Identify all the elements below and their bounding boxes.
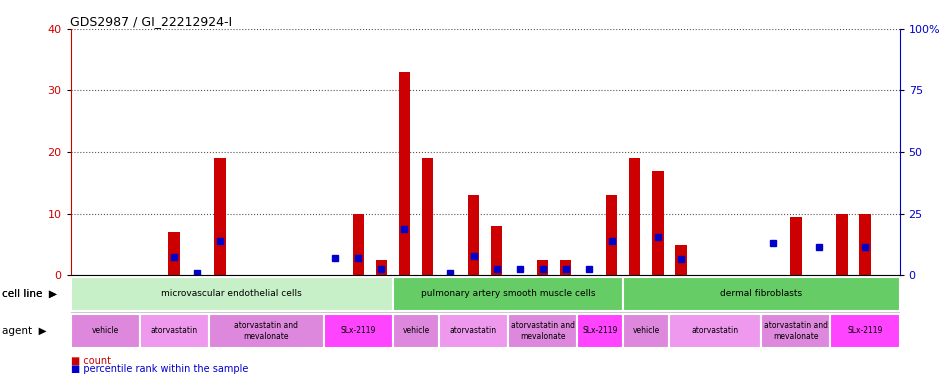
Bar <box>70 314 139 348</box>
Text: SLx-2119: SLx-2119 <box>847 326 883 336</box>
Text: GDS2987 / GI_22212924-I: GDS2987 / GI_22212924-I <box>70 15 232 28</box>
Bar <box>168 232 180 275</box>
Bar <box>831 314 900 348</box>
Bar <box>675 245 686 275</box>
Bar <box>439 314 508 348</box>
Text: dermal fibroblasts: dermal fibroblasts <box>720 290 803 298</box>
Text: vehicle: vehicle <box>633 326 660 336</box>
Bar <box>629 158 640 275</box>
Text: agent  ▶: agent ▶ <box>2 326 46 336</box>
Text: atorvastatin and
mevalonate: atorvastatin and mevalonate <box>764 321 828 341</box>
Bar <box>859 214 870 275</box>
Bar <box>491 226 502 275</box>
Text: atorvastatin: atorvastatin <box>150 326 197 336</box>
Text: ■ percentile rank within the sample: ■ percentile rank within the sample <box>71 364 249 374</box>
Bar <box>376 260 387 275</box>
Bar <box>422 158 433 275</box>
Text: vehicle: vehicle <box>402 326 430 336</box>
Bar <box>761 314 831 348</box>
Bar <box>508 314 577 348</box>
Bar <box>623 314 669 348</box>
Bar <box>669 314 761 348</box>
Text: pulmonary artery smooth muscle cells: pulmonary artery smooth muscle cells <box>421 290 595 298</box>
Bar <box>399 72 410 275</box>
Text: atorvastatin and
mevalonate: atorvastatin and mevalonate <box>234 321 298 341</box>
Bar <box>606 195 618 275</box>
Bar <box>70 277 393 311</box>
Bar <box>214 158 226 275</box>
Bar <box>837 214 848 275</box>
Bar <box>393 277 623 311</box>
Bar <box>323 314 393 348</box>
Bar <box>652 170 664 275</box>
Bar <box>577 314 623 348</box>
Bar <box>139 314 209 348</box>
Text: cell line  ▶: cell line ▶ <box>2 289 56 299</box>
Bar <box>393 314 439 348</box>
Bar <box>209 314 323 348</box>
Text: SLx-2119: SLx-2119 <box>340 326 376 336</box>
Bar <box>560 260 572 275</box>
Bar <box>352 214 364 275</box>
Text: vehicle: vehicle <box>91 326 118 336</box>
Bar <box>468 195 479 275</box>
Bar <box>623 277 900 311</box>
Text: ■ count: ■ count <box>71 356 112 366</box>
Text: atorvastatin: atorvastatin <box>692 326 739 336</box>
Text: atorvastatin and
mevalonate: atorvastatin and mevalonate <box>510 321 574 341</box>
Bar <box>537 260 548 275</box>
Text: microvascular endothelial cells: microvascular endothelial cells <box>162 290 302 298</box>
Text: cell line  ▶: cell line ▶ <box>2 289 56 299</box>
Text: atorvastatin: atorvastatin <box>450 326 497 336</box>
Text: SLx-2119: SLx-2119 <box>583 326 618 336</box>
Bar <box>791 217 802 275</box>
